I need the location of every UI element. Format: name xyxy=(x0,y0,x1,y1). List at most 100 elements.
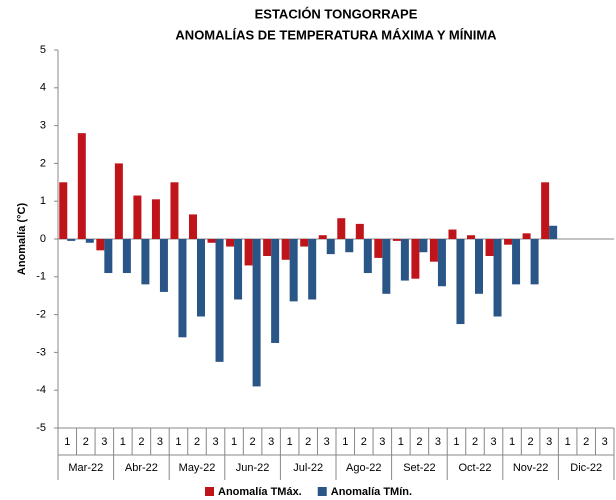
x-tick-label: 1 xyxy=(398,436,404,448)
bar xyxy=(252,239,261,387)
bar xyxy=(530,239,539,285)
x-group-label: Mar-22 xyxy=(68,462,103,474)
x-group-label: Abr-22 xyxy=(125,462,158,474)
x-tick-label: 2 xyxy=(250,436,256,448)
bar xyxy=(549,225,558,239)
bar xyxy=(226,239,235,247)
y-tick-label: 1 xyxy=(40,195,46,207)
bar xyxy=(318,235,327,239)
bar xyxy=(215,239,224,362)
bar xyxy=(114,163,123,239)
bar xyxy=(263,239,272,257)
bar xyxy=(419,239,428,253)
y-tick-label: -3 xyxy=(36,346,46,358)
x-tick-label: 1 xyxy=(565,436,571,448)
x-tick-label: 3 xyxy=(212,436,218,448)
y-tick-label: 0 xyxy=(40,233,46,245)
x-group-label: Jun-22 xyxy=(236,462,270,474)
bar xyxy=(512,239,521,285)
bar xyxy=(104,239,113,274)
x-tick-label: 2 xyxy=(583,436,589,448)
x-tick-label: 3 xyxy=(157,436,163,448)
x-tick-label: 1 xyxy=(287,436,293,448)
bar xyxy=(392,239,401,241)
bar xyxy=(308,239,317,300)
y-tick-label: -5 xyxy=(36,422,46,434)
bar xyxy=(400,239,409,281)
bar xyxy=(326,239,335,255)
bar xyxy=(289,239,298,302)
bar xyxy=(197,239,205,317)
x-group-label: Dic-22 xyxy=(570,462,602,474)
bar xyxy=(244,239,253,266)
bar xyxy=(281,239,290,260)
x-tick-label: 2 xyxy=(83,436,89,448)
x-tick-label: 1 xyxy=(175,436,181,448)
bar xyxy=(151,199,160,239)
bar xyxy=(437,239,446,287)
bar xyxy=(234,239,243,300)
x-tick-label: 2 xyxy=(194,436,200,448)
x-tick-label: 3 xyxy=(546,436,552,448)
bar xyxy=(96,239,105,251)
x-tick-label: 2 xyxy=(138,436,144,448)
bar xyxy=(345,239,354,253)
bar xyxy=(374,239,383,258)
x-tick-label: 2 xyxy=(472,436,478,448)
bar xyxy=(271,239,280,343)
x-tick-label: 3 xyxy=(602,436,608,448)
y-tick-label: -1 xyxy=(36,271,46,283)
legend-swatch xyxy=(317,487,327,496)
bar xyxy=(429,239,438,262)
y-tick-label: 3 xyxy=(40,120,46,132)
x-tick-label: 3 xyxy=(101,436,107,448)
x-tick-label: 3 xyxy=(268,436,274,448)
x-tick-label: 2 xyxy=(361,436,367,448)
bar xyxy=(141,239,150,285)
x-tick-label: 3 xyxy=(324,436,330,448)
bar xyxy=(475,239,483,294)
y-axis-label: Anomalía (°C) xyxy=(16,203,28,276)
x-group-label: May-22 xyxy=(179,462,216,474)
bar xyxy=(300,239,309,247)
x-group-label: Nov-22 xyxy=(513,462,548,474)
bar xyxy=(59,182,68,239)
bar xyxy=(541,182,550,239)
bar xyxy=(67,239,76,241)
x-tick-label: 1 xyxy=(509,436,515,448)
bar xyxy=(355,223,364,239)
bar xyxy=(504,239,513,245)
x-tick-label: 3 xyxy=(379,436,385,448)
y-tick-label: 4 xyxy=(40,82,46,94)
x-tick-label: 1 xyxy=(64,436,70,448)
x-group-label: Jul-22 xyxy=(293,462,323,474)
x-tick-label: 1 xyxy=(120,436,126,448)
x-tick-label: 2 xyxy=(305,436,311,448)
bar xyxy=(467,235,475,239)
bar xyxy=(456,239,465,325)
y-tick-label: 2 xyxy=(40,157,46,169)
x-group-label: Set-22 xyxy=(403,462,435,474)
chart-title: ESTACIÓN TONGORRAPE xyxy=(255,6,418,21)
x-tick-label: 2 xyxy=(416,436,422,448)
y-tick-label: -2 xyxy=(36,309,46,321)
bar xyxy=(159,239,168,292)
x-tick-label: 2 xyxy=(528,436,534,448)
x-group-label: Ago-22 xyxy=(346,462,381,474)
bar xyxy=(133,195,142,239)
y-tick-label: -4 xyxy=(36,384,46,396)
x-tick-label: 3 xyxy=(435,436,441,448)
bar xyxy=(189,214,197,239)
bar xyxy=(77,133,86,239)
y-tick-label: 5 xyxy=(40,44,46,56)
bar xyxy=(363,239,372,274)
bar xyxy=(522,233,531,239)
x-tick-label: 1 xyxy=(231,436,237,448)
chart-subtitle: ANOMALÍAS DE TEMPERATURA MÁXIMA Y MÍNIMA xyxy=(175,27,497,42)
bar xyxy=(170,182,179,239)
legend-label: Anomalía TMín. xyxy=(331,486,412,498)
bar xyxy=(337,218,346,239)
bar xyxy=(122,239,131,274)
bar xyxy=(485,239,494,257)
